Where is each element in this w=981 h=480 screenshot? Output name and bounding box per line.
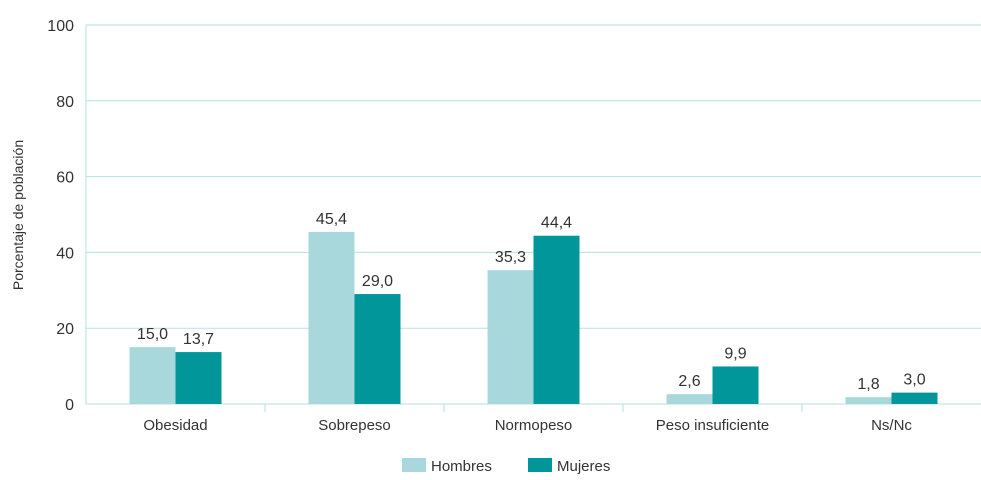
y-axis-title: Porcentaje de población — [10, 140, 26, 290]
y-tick-label: 20 — [56, 321, 74, 338]
x-category-label: Normopeso — [495, 417, 573, 434]
bar-hombres — [845, 397, 892, 404]
bars — [129, 231, 938, 404]
bar-mujeres — [175, 352, 222, 404]
bar-hombres — [666, 394, 713, 404]
data-label: 2,6 — [678, 373, 700, 390]
legend-label: Hombres — [431, 458, 492, 475]
data-label: 45,4 — [316, 211, 347, 228]
bar-mujeres — [533, 235, 580, 404]
y-tick-label: 80 — [56, 94, 74, 111]
legend-swatch — [528, 458, 552, 472]
data-label: 1,8 — [857, 376, 879, 393]
bar-hombres — [129, 347, 176, 404]
gridlines — [86, 24, 981, 329]
x-category-label: Sobrepeso — [318, 417, 391, 434]
y-tick-label: 40 — [56, 245, 74, 262]
legend: Hombres Mujeres — [402, 458, 610, 475]
data-label: 9,9 — [724, 345, 746, 362]
bar-hombres — [487, 270, 534, 404]
y-tick-label: 100 — [47, 18, 74, 35]
legend-swatch — [402, 458, 426, 472]
x-category-label: Obesidad — [143, 417, 207, 434]
data-label: 15,0 — [137, 326, 168, 343]
data-label: 35,3 — [495, 249, 526, 266]
bar-mujeres — [354, 294, 401, 404]
data-label: 3,0 — [903, 372, 925, 389]
axes: 0 20 40 60 80 100 Obesidad Sobrepeso Normopeso Pe… — [47, 18, 981, 434]
data-label: 13,7 — [183, 331, 214, 348]
bar-mujeres — [712, 366, 759, 404]
y-tick-label: 0 — [65, 397, 74, 414]
data-label: 44,4 — [541, 215, 572, 232]
y-tick-label: 60 — [56, 170, 74, 187]
bar-hombres — [308, 231, 355, 404]
bar-mujeres — [891, 392, 938, 404]
data-labels: 15,0 13,7 45,4 29,0 35,3 44,4 2,6 9,9 1,8 3,0 — [137, 211, 926, 393]
data-label: 29,0 — [362, 273, 393, 290]
legend-label: Mujeres — [557, 458, 610, 475]
x-category-label: Peso insuficiente — [656, 417, 769, 434]
x-category-label: Ns/Nc — [871, 417, 912, 434]
